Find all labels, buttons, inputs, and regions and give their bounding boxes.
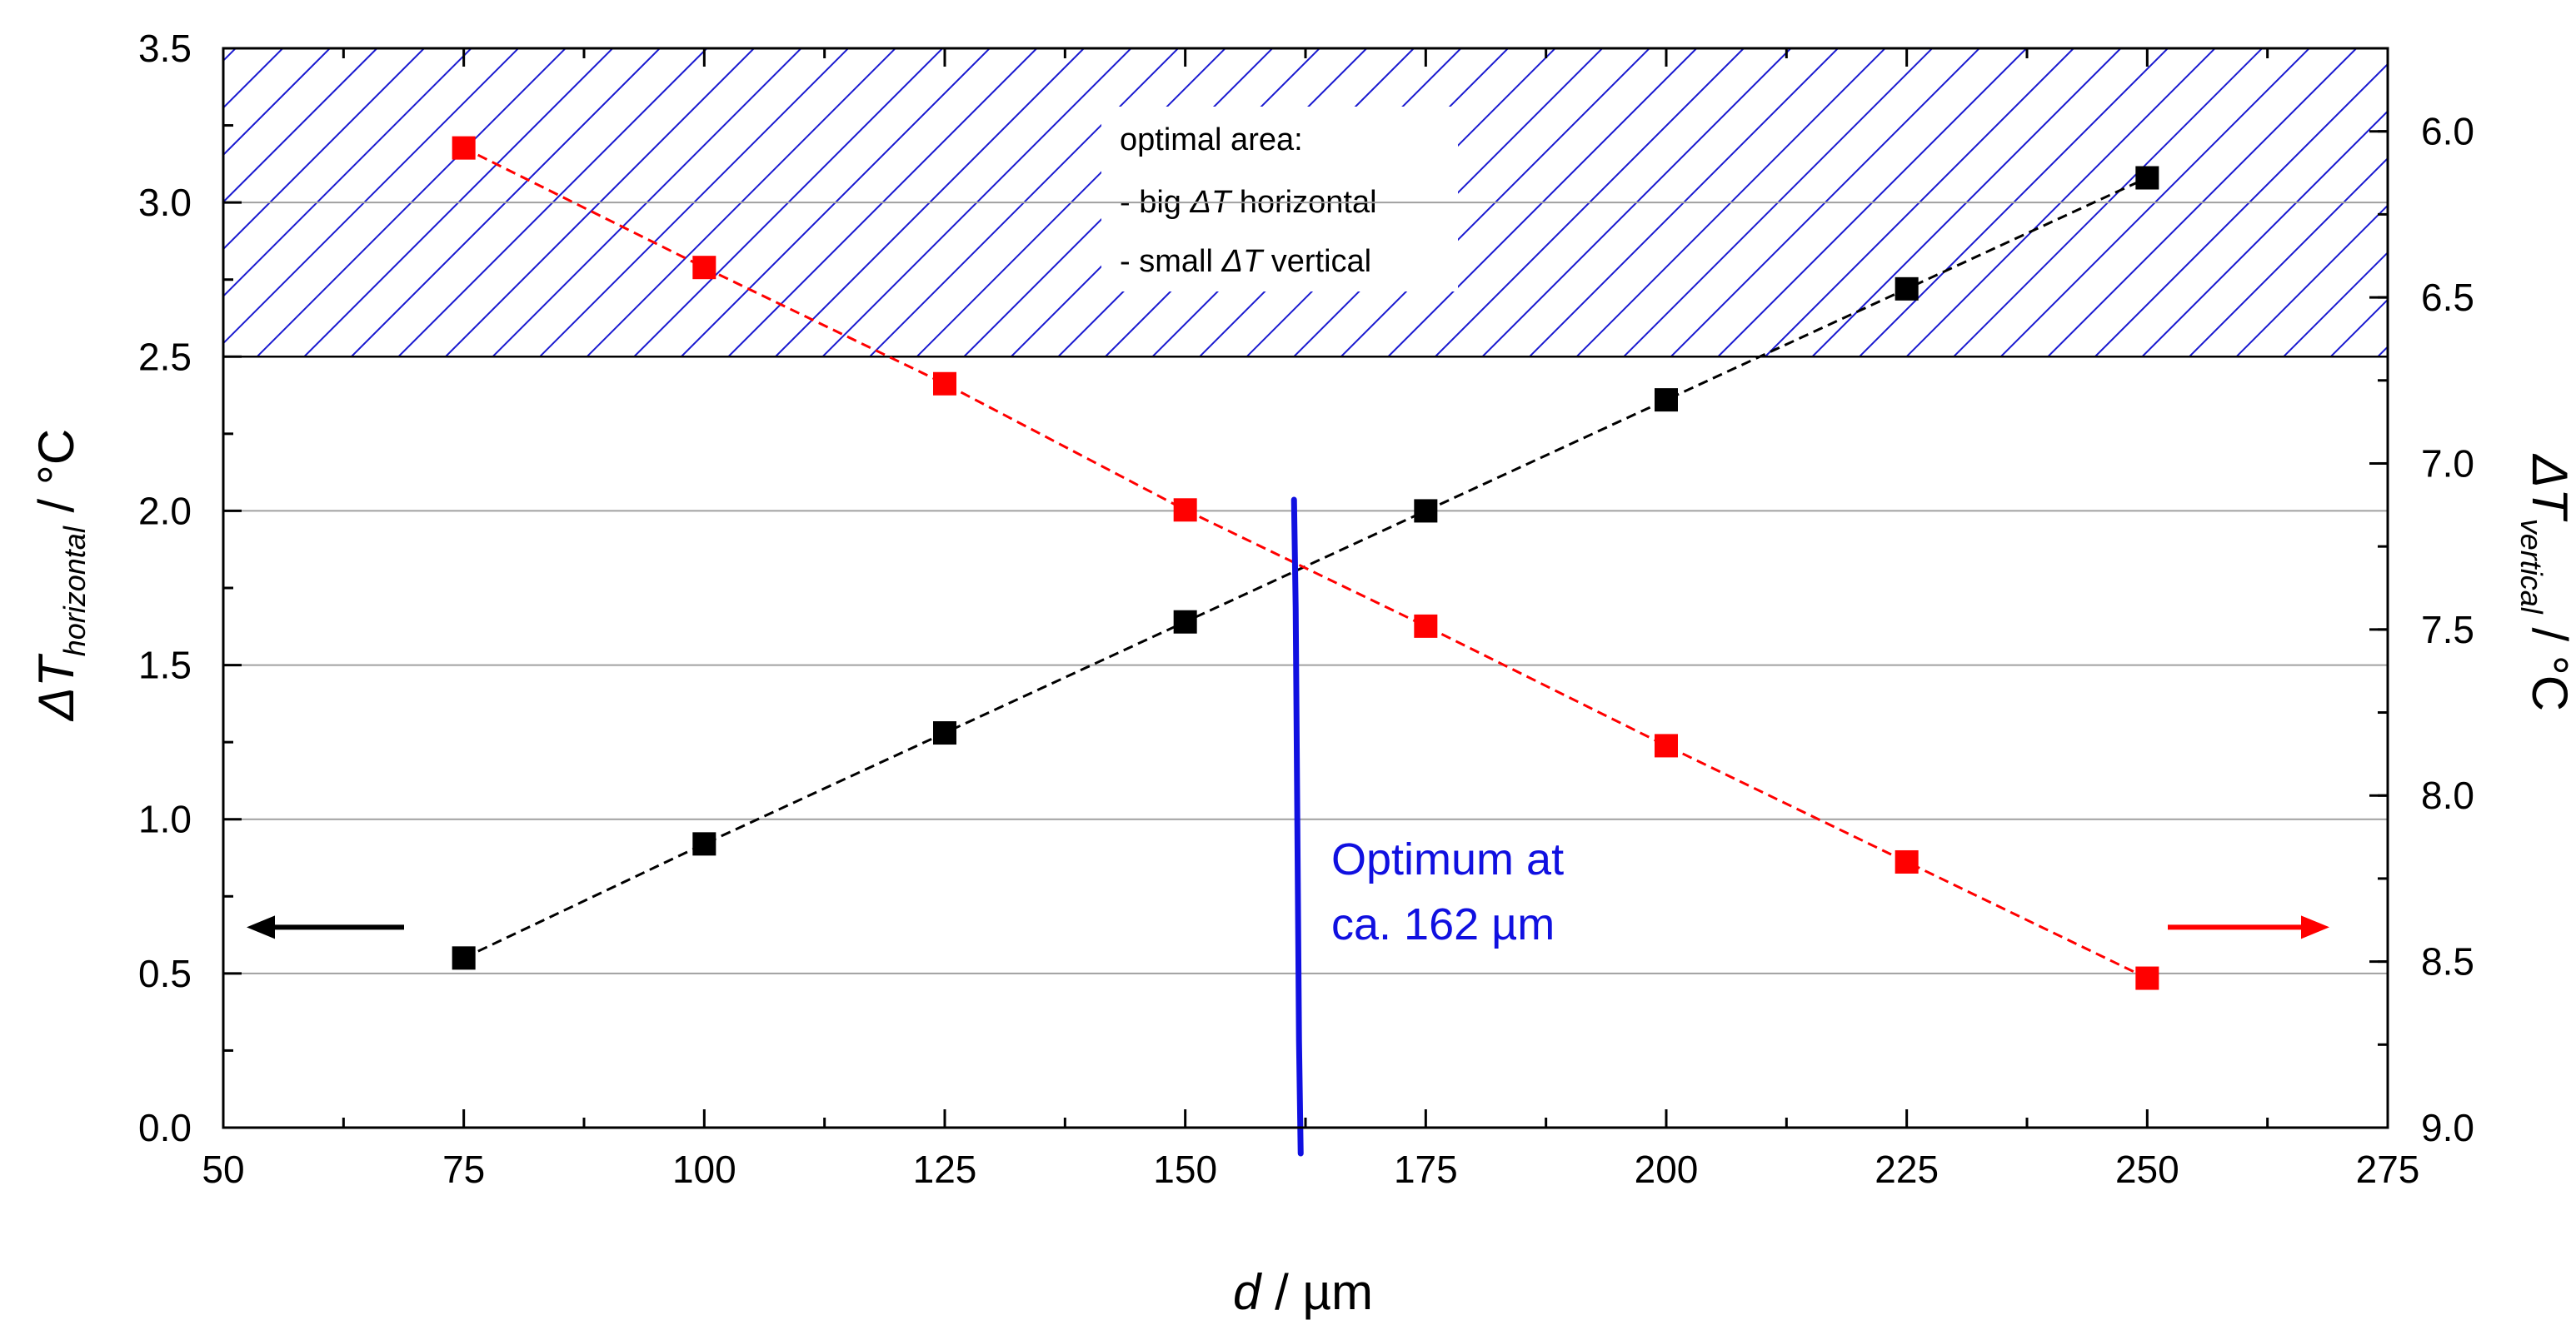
optimum-line xyxy=(1290,496,1304,1157)
y-right-tick-label: 8.5 xyxy=(2421,940,2474,984)
series-0-point xyxy=(1655,388,1678,412)
y-right-tick-label: 8.0 xyxy=(2421,774,2474,817)
y-left-tick-label: 1.5 xyxy=(138,644,192,687)
series-0-point xyxy=(1414,499,1438,523)
series-1-point xyxy=(1414,614,1438,638)
y-axis-left-label-sub: horizontal xyxy=(57,526,92,656)
y-right-tick-label: 6.5 xyxy=(2421,276,2474,319)
optimum-label-line-1: Optimum at xyxy=(1331,834,1564,884)
y-left-tick-label: 3.5 xyxy=(138,27,192,70)
x-tick-label: 175 xyxy=(1394,1148,1458,1191)
y-right-tick-label: 9.0 xyxy=(2421,1106,2474,1149)
series-0-point xyxy=(1895,276,1919,301)
optimal-area-line-3-suffix: vertical xyxy=(1262,244,1371,279)
tick-labels: 50 75 100 125 150 175 200 225 250 275 0.0 0.5 1.0 1.5… xyxy=(138,27,2474,1191)
y-axis-left-label-var: ΔT xyxy=(28,653,84,722)
series-1-point xyxy=(692,256,716,280)
series-1-point xyxy=(1173,498,1197,522)
x-tick-label: 200 xyxy=(1635,1148,1699,1191)
x-tick-label: 50 xyxy=(202,1148,244,1191)
y-left-tick-label: 0.5 xyxy=(138,952,192,995)
series-0-line xyxy=(463,177,2148,959)
y-left-tick-label: 0.0 xyxy=(138,1106,192,1149)
x-tick-label: 75 xyxy=(442,1148,485,1191)
y-right-tick-label: 6.0 xyxy=(2421,110,2474,153)
x-tick-label: 125 xyxy=(913,1148,977,1191)
gridlines xyxy=(223,202,2388,974)
y-axis-left-label: ΔThorizontal / °C xyxy=(28,429,92,722)
optimal-area-legend-box xyxy=(1101,107,1458,291)
y-left-tick-label: 2.0 xyxy=(138,489,192,532)
optimal-area-line-3-prefix: - small xyxy=(1120,244,1221,279)
series-0-point xyxy=(692,832,716,856)
y-right-tick-label: 7.0 xyxy=(2421,441,2474,485)
series-points xyxy=(452,136,2159,990)
series-0-point xyxy=(1173,610,1197,634)
series-1-point xyxy=(1895,849,1919,874)
y-axis-right-label-unit: / °C xyxy=(2522,614,2576,711)
y-left-tick-label: 3.0 xyxy=(138,181,192,224)
y-axis-right-label-sub: vertical xyxy=(2514,519,2549,615)
series-1-point xyxy=(933,371,956,396)
x-tick-label: 250 xyxy=(2115,1148,2179,1191)
x-tick-label: 150 xyxy=(1153,1148,1217,1191)
optimal-area-line-1: optimal area: xyxy=(1120,122,1303,157)
optimum-label-line-2: ca. 162 µm xyxy=(1331,899,1555,949)
x-axis-label-unit: / µm xyxy=(1261,1264,1373,1320)
axis-ticks xyxy=(222,47,2389,1129)
y-left-tick-label: 2.5 xyxy=(138,335,192,378)
right-axis-arrow-head xyxy=(2301,915,2329,939)
axis-arrows xyxy=(247,915,2329,939)
x-tick-label: 100 xyxy=(672,1148,736,1191)
x-axis-label-var: d xyxy=(1233,1264,1262,1320)
y-right-tick-label: 7.5 xyxy=(2421,608,2474,651)
series-0-point xyxy=(933,721,956,745)
series-1-point xyxy=(1655,734,1678,758)
left-axis-arrow-head xyxy=(247,915,275,939)
x-tick-label: 275 xyxy=(2356,1148,2420,1191)
optimal-area-line-3-var: ΔT xyxy=(1221,244,1264,279)
y-axis-left-label-unit: / °C xyxy=(28,429,84,526)
series-0-point xyxy=(2135,166,2159,190)
series-1-point xyxy=(2135,966,2159,990)
y-axis-right-label-var: ΔT xyxy=(2522,453,2576,522)
series-1-line xyxy=(462,147,2148,979)
y-axis-right-label: ΔTvertical / °C xyxy=(2514,453,2576,711)
y-left-tick-label: 1.0 xyxy=(138,798,192,841)
optimum-vertical-line xyxy=(1290,496,1304,1157)
series-lines xyxy=(462,147,2148,979)
series-0-point xyxy=(452,946,476,970)
x-tick-label: 225 xyxy=(1875,1148,1939,1191)
optimal-area-line-3: - small ΔT vertical xyxy=(1120,244,1371,279)
series-1-point xyxy=(452,136,476,160)
x-axis-label: d / µm xyxy=(1233,1264,1373,1320)
